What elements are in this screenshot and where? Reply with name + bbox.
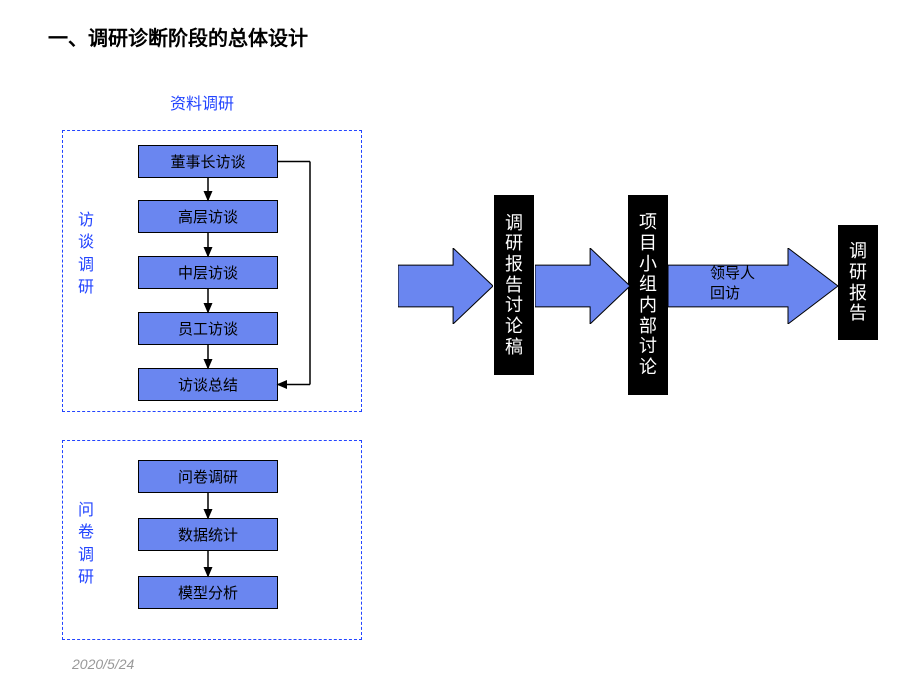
box2-connectors [0,0,920,690]
date-stamp: 2020/5/24 [72,656,134,672]
